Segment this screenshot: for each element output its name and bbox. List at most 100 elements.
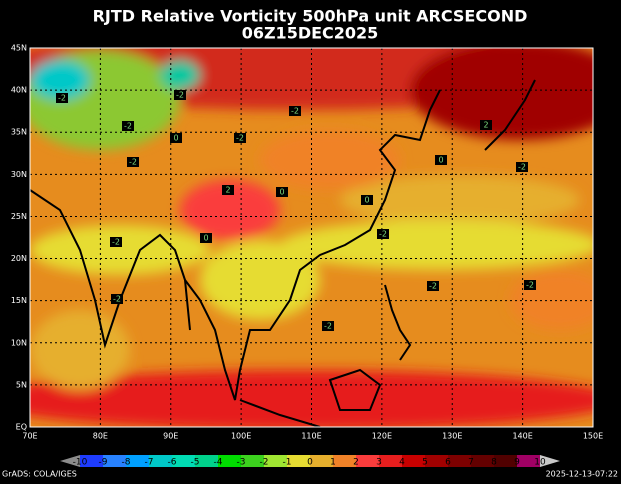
lon-label: 90E [163, 432, 178, 441]
map-frame [29, 47, 594, 428]
contour-label: 2 [483, 121, 488, 130]
colorbar-label: 6 [445, 458, 451, 468]
contour-label: 0 [438, 156, 443, 165]
contour-label-box [234, 133, 246, 143]
colorbar-label: -7 [145, 458, 154, 468]
lat-label: 45N [11, 44, 27, 53]
colorbar-swatch [310, 455, 334, 467]
colorbar-label: 5 [422, 458, 428, 468]
colorbar-swatch [241, 455, 265, 467]
colorbar-label: -9 [99, 458, 108, 468]
contour-label-box [524, 280, 536, 290]
colorbar-label: -2 [260, 458, 269, 468]
colorbar-label: -4 [214, 458, 223, 468]
contour-label: -2 [518, 163, 526, 172]
colorbar-label: 0 [307, 458, 313, 468]
graticule [30, 48, 593, 427]
colorbar-label: 3 [376, 458, 382, 468]
colorbar-swatch [379, 455, 403, 467]
contour-label-box [170, 133, 182, 143]
contour-label: -2 [176, 91, 184, 100]
lat-label: 20N [11, 254, 27, 263]
lat-label: 10N [11, 338, 27, 347]
lat-label: 25N [11, 212, 27, 221]
lon-label: 150E [583, 432, 603, 441]
colorbar-swatch [218, 455, 242, 467]
colorbar-end [540, 455, 560, 467]
colorbar-label: -6 [168, 458, 177, 468]
contour-label-box [122, 121, 134, 131]
colorbar-label: 2 [353, 458, 359, 468]
contour-label-box [427, 281, 439, 291]
contour-label: 0 [173, 134, 178, 143]
lat-label: 40N [11, 86, 27, 95]
colorbar-swatch [425, 455, 449, 467]
colorbar-label: -1 [283, 458, 292, 468]
contour-label-box [289, 106, 301, 116]
contour-label-box [276, 187, 288, 197]
colorbar-swatch [402, 455, 426, 467]
contour-label-box [222, 185, 234, 195]
contour-label: 0 [364, 196, 369, 205]
contour-label-box [361, 195, 373, 205]
map-title: RJTD Relative Vorticity 500hPa unit ARCS… [93, 7, 528, 26]
contour-label-box [174, 90, 186, 100]
colorbar-swatch [448, 455, 472, 467]
colorbar-label: 9 [514, 458, 520, 468]
contour-label: 2 [225, 186, 230, 195]
contour-label: 0 [203, 234, 208, 243]
colorbar-end [60, 455, 80, 467]
colorbar-swatch [80, 455, 104, 467]
contour-label: -2 [129, 158, 137, 167]
colorbar-label: -8 [122, 458, 131, 468]
colorbar-swatch [494, 455, 518, 467]
colorbar-swatch [126, 455, 150, 467]
contour-label: 0 [279, 188, 284, 197]
contour-label: -2 [58, 94, 66, 103]
colorbar-swatch [149, 455, 173, 467]
contour-label: -2 [236, 134, 244, 143]
contour-label-box [110, 237, 122, 247]
contour-label-box [516, 162, 528, 172]
lon-label: 100E [231, 432, 251, 441]
lon-label: 140E [512, 432, 532, 441]
map-subtitle: 06Z15DEC2025 [242, 24, 379, 43]
lat-label: EQ [16, 423, 27, 432]
colorbar-label: 4 [399, 458, 405, 468]
colorbar-label: 8 [491, 458, 497, 468]
colorbar-swatch [287, 455, 311, 467]
contour-label-box [322, 321, 334, 331]
lat-label: 35N [11, 128, 27, 137]
lon-label: 80E [93, 432, 108, 441]
contour-label: -2 [379, 230, 387, 239]
lon-label: 120E [372, 432, 392, 441]
contour-label-box [200, 233, 212, 243]
lat-label: 15N [11, 296, 27, 305]
contour-label-box [127, 157, 139, 167]
colorbar-label: -10 [73, 458, 88, 468]
contour-label: -2 [429, 282, 437, 291]
contour-label-box [435, 155, 447, 165]
lon-label: 110E [301, 432, 321, 441]
timestamp: 2025-12-13-07:22 [546, 470, 618, 479]
colorbar-label: 7 [468, 458, 474, 468]
colorbar-swatch [333, 455, 357, 467]
colorbar-label: -3 [237, 458, 246, 468]
contour-label: -2 [124, 122, 132, 131]
contour-label-box [56, 93, 68, 103]
contour-label-box [480, 120, 492, 130]
credit: GrADS: COLA/IGES [2, 470, 77, 479]
colorbar-swatch [103, 455, 127, 467]
colorbar-label: -5 [191, 458, 200, 468]
colorbar-swatch [356, 455, 380, 467]
contour-label: -2 [526, 281, 534, 290]
colorbar-swatch [195, 455, 219, 467]
lon-label: 70E [22, 432, 37, 441]
colorbar-swatch [471, 455, 495, 467]
contour-label: -2 [324, 322, 332, 331]
colorbar-swatch [517, 455, 541, 467]
contour-label: -2 [113, 295, 121, 304]
contour-label: -2 [291, 107, 299, 116]
